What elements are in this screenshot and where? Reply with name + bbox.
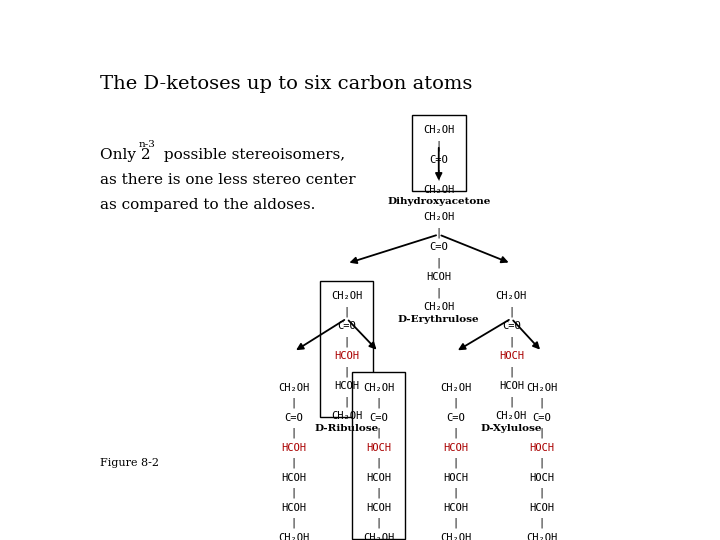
Text: |: | (343, 366, 350, 377)
Text: |: | (508, 366, 514, 377)
Text: |: | (539, 398, 545, 408)
Text: HCOH: HCOH (282, 503, 306, 512)
Text: C=O: C=O (429, 242, 448, 252)
Text: CH₂OH: CH₂OH (495, 292, 527, 301)
Text: |: | (452, 398, 459, 408)
Text: CH₂OH: CH₂OH (423, 185, 454, 195)
Text: CH₂OH: CH₂OH (423, 302, 454, 312)
Text: |: | (436, 140, 442, 151)
Text: HCOH: HCOH (529, 503, 554, 512)
Text: HOCH: HOCH (499, 352, 523, 361)
Text: CH₂OH: CH₂OH (526, 383, 557, 393)
Text: HCOH: HCOH (366, 503, 391, 512)
Text: C=O: C=O (369, 413, 388, 423)
Text: Figure 8-2: Figure 8-2 (100, 458, 159, 468)
Text: |: | (291, 428, 297, 438)
Text: |: | (291, 488, 297, 498)
Text: possible stereoisomers,: possible stereoisomers, (159, 148, 346, 162)
Text: HCOH: HCOH (334, 352, 359, 361)
Text: |: | (436, 258, 442, 268)
Text: |: | (436, 227, 442, 238)
Text: |: | (375, 518, 382, 528)
Text: n-3: n-3 (139, 140, 156, 149)
Text: as there is one less stereo center: as there is one less stereo center (100, 173, 356, 187)
Text: D-Xylulose: D-Xylulose (480, 424, 542, 433)
Text: CH₂OH: CH₂OH (526, 532, 557, 540)
Text: |: | (452, 428, 459, 438)
Text: CH₂OH: CH₂OH (331, 411, 362, 421)
Text: C=O: C=O (533, 413, 552, 423)
Text: |: | (375, 428, 382, 438)
Bar (320, 281, 374, 417)
Text: CH₂OH: CH₂OH (495, 411, 527, 421)
Text: |: | (343, 396, 350, 407)
Text: D-Ribulose: D-Ribulose (315, 424, 379, 433)
Text: |: | (539, 458, 545, 468)
Text: C=O: C=O (337, 321, 356, 332)
Text: HCOH: HCOH (282, 443, 306, 453)
Text: |: | (436, 287, 442, 298)
Text: |: | (436, 170, 442, 180)
Text: |: | (291, 458, 297, 468)
Text: |: | (375, 458, 382, 468)
Text: C=O: C=O (502, 321, 521, 332)
Text: C=O: C=O (284, 413, 303, 423)
Text: |: | (452, 458, 459, 468)
Text: HCOH: HCOH (499, 381, 523, 391)
Text: HCOH: HCOH (443, 503, 468, 512)
Bar (412, 114, 466, 191)
Bar (351, 373, 405, 539)
Text: HCOH: HCOH (443, 443, 468, 453)
Text: |: | (291, 398, 297, 408)
Text: CH₂OH: CH₂OH (440, 532, 471, 540)
Text: CH₂OH: CH₂OH (363, 532, 394, 540)
Text: D-Erythrulose: D-Erythrulose (398, 315, 480, 323)
Text: CH₂OH: CH₂OH (278, 383, 310, 393)
Text: |: | (452, 518, 459, 528)
Text: CH₂OH: CH₂OH (423, 125, 454, 135)
Text: HOCH: HOCH (366, 443, 391, 453)
Text: |: | (539, 518, 545, 528)
Text: |: | (343, 306, 350, 317)
Text: CH₂OH: CH₂OH (278, 532, 310, 540)
Text: |: | (375, 488, 382, 498)
Text: CH₂OH: CH₂OH (423, 212, 454, 222)
Text: C=O: C=O (429, 155, 448, 165)
Text: |: | (508, 336, 514, 347)
Text: HOCH: HOCH (529, 472, 554, 483)
Text: |: | (452, 488, 459, 498)
Text: |: | (539, 428, 545, 438)
Text: as compared to the aldoses.: as compared to the aldoses. (100, 198, 315, 212)
Text: |: | (539, 488, 545, 498)
Text: Only 2: Only 2 (100, 148, 150, 162)
Text: HOCH: HOCH (529, 443, 554, 453)
Text: CH₂OH: CH₂OH (331, 292, 362, 301)
Text: HCOH: HCOH (426, 272, 451, 282)
Text: |: | (375, 398, 382, 408)
Text: |: | (508, 396, 514, 407)
Text: HCOH: HCOH (334, 381, 359, 391)
Text: The D-ketoses up to six carbon atoms: The D-ketoses up to six carbon atoms (100, 75, 472, 93)
Text: |: | (343, 336, 350, 347)
Text: HCOH: HCOH (366, 472, 391, 483)
Text: Dihydroxyacetone: Dihydroxyacetone (387, 198, 490, 206)
Text: |: | (508, 306, 514, 317)
Text: CH₂OH: CH₂OH (440, 383, 471, 393)
Text: CH₂OH: CH₂OH (363, 383, 394, 393)
Text: |: | (291, 518, 297, 528)
Text: HCOH: HCOH (282, 472, 306, 483)
Text: C=O: C=O (446, 413, 465, 423)
Text: HOCH: HOCH (443, 472, 468, 483)
